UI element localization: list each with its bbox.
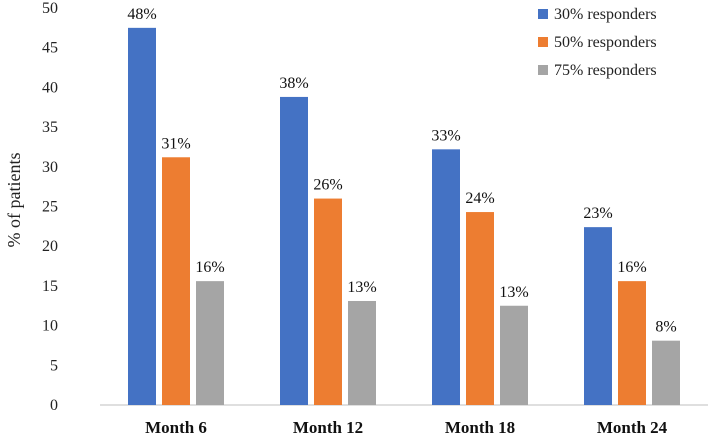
legend-swatch — [538, 37, 548, 47]
bar — [128, 27, 156, 405]
legend-label: 75% responders — [554, 62, 657, 79]
y-tick-label: 40 — [42, 79, 58, 96]
y-axis-label: % of patients — [4, 153, 24, 248]
bar — [162, 157, 190, 405]
data-label: 16% — [617, 259, 646, 276]
data-label: 33% — [431, 127, 460, 144]
y-tick-label: 25 — [42, 199, 58, 216]
y-tick-label: 0 — [50, 397, 58, 414]
bar — [500, 305, 528, 405]
data-label: 23% — [583, 205, 612, 222]
legend-swatch — [538, 9, 548, 19]
legend: 30% responders 50% responders 75% responde… — [538, 6, 657, 79]
x-tick-label: Month 24 — [597, 418, 668, 436]
legend-label: 30% responders — [554, 6, 657, 23]
x-tick-label: Month 6 — [145, 418, 207, 436]
data-label: 16% — [195, 259, 224, 276]
y-tick-label: 30 — [42, 159, 58, 176]
y-tick-label: 45 — [42, 40, 58, 57]
data-label: 24% — [465, 190, 494, 207]
bar — [348, 300, 376, 405]
category-labels: Month 6 Month 12 Month 18 Month 24 — [145, 418, 668, 436]
bar — [314, 198, 342, 405]
legend-label: 50% responders — [554, 34, 657, 51]
bar — [584, 227, 612, 405]
x-tick-label: Month 12 — [293, 418, 363, 436]
data-label: 38% — [279, 75, 308, 92]
data-label: 8% — [655, 319, 676, 336]
bar — [280, 96, 308, 405]
bar — [466, 212, 494, 405]
bars-group: 48% 31% 16% 38% 26% 13% 33% 24% 13% 23% 16% 8% — [127, 6, 680, 405]
y-tick-label: 10 — [42, 318, 58, 335]
y-tick-label: 20 — [42, 238, 58, 255]
y-tick-label: 50 — [42, 0, 58, 17]
y-tick-label: 35 — [42, 119, 58, 136]
y-axis-ticks: 0 5 10 15 20 25 30 35 40 45 50 — [42, 0, 58, 414]
data-label: 31% — [161, 135, 190, 152]
bar — [432, 149, 460, 405]
x-tick-label: Month 18 — [445, 418, 515, 436]
y-tick-label: 5 — [50, 357, 58, 374]
bar — [652, 340, 680, 405]
bar — [618, 281, 646, 405]
data-label: 13% — [499, 284, 528, 301]
data-label: 26% — [313, 177, 342, 194]
y-tick-label: 15 — [42, 278, 58, 295]
data-label: 13% — [347, 279, 376, 296]
bar — [196, 281, 224, 405]
data-label: 48% — [127, 6, 156, 23]
legend-swatch — [538, 65, 548, 75]
